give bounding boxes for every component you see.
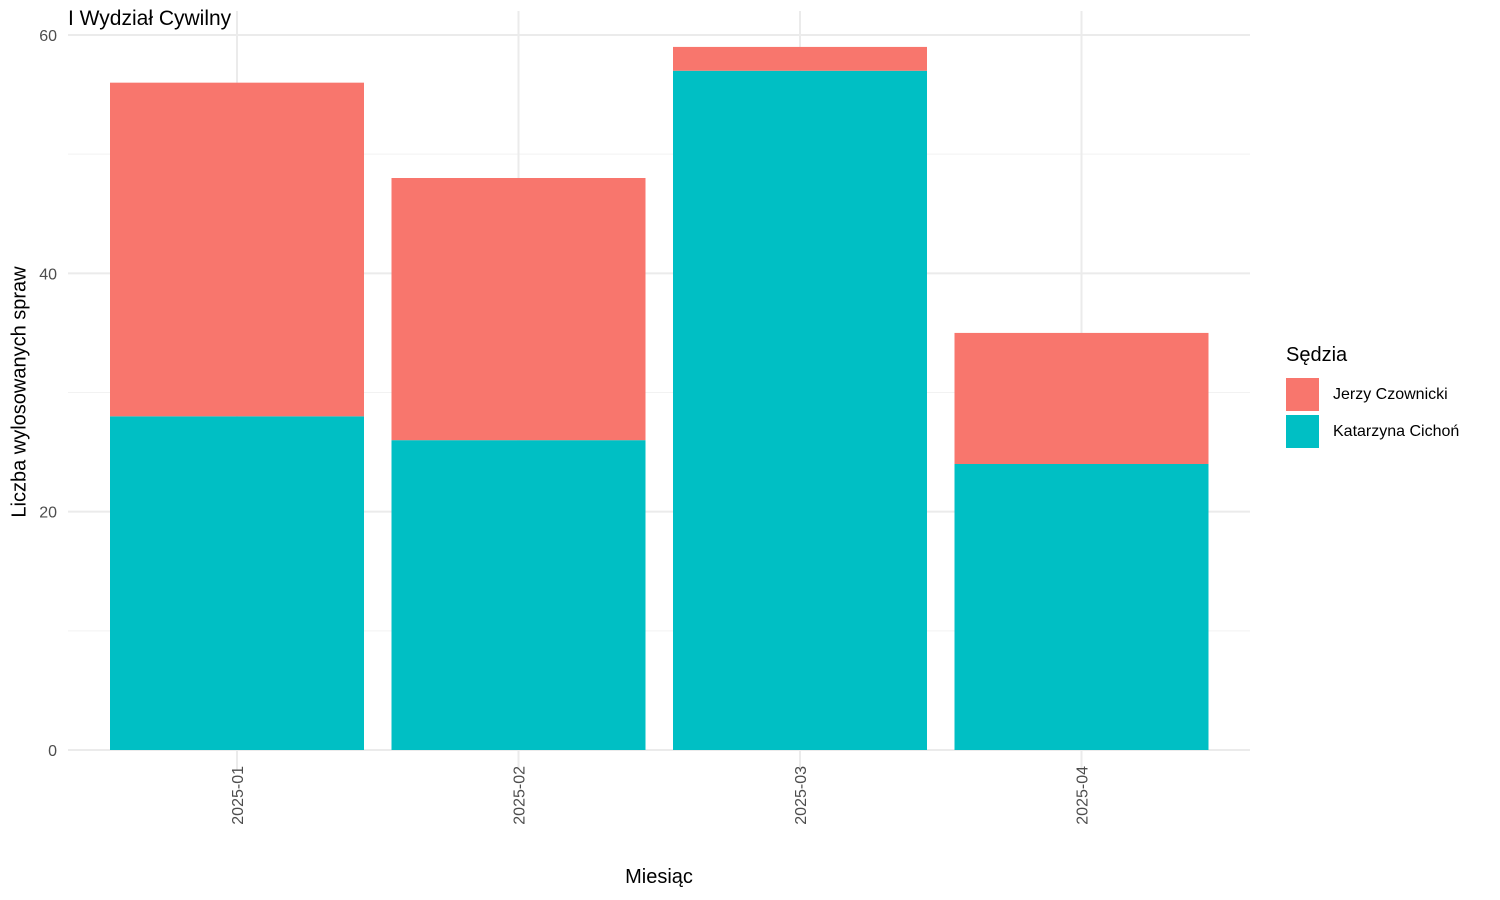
y-tick-label: 20 [39, 505, 57, 522]
x-tick-label: 2025-04 [1075, 766, 1092, 825]
x-tick-label: 2025-02 [512, 766, 529, 825]
x-tick-label: 2025-03 [793, 766, 810, 825]
legend: Sędzia Jerzy Czownicki Katarzyna Cichoń [1286, 344, 1459, 449]
chart-title: I Wydział Cywilny [68, 7, 232, 30]
x-axis-ticks: 2025-01 2025-02 2025-03 2025-04 [230, 766, 1092, 825]
bar-jerzy-czownicki-2025-02 [391, 178, 646, 441]
bar-katarzyna-cicho--2025-02 [391, 440, 646, 750]
y-axis-ticks: 0 20 40 60 [39, 28, 57, 760]
legend-item-jerzy-czownicki: Jerzy Czownicki [1286, 377, 1459, 412]
y-tick-label: 40 [39, 266, 57, 283]
legend-title: Sędzia [1286, 344, 1348, 366]
bar-jerzy-czownicki-2025-03 [673, 46, 927, 71]
bar-jerzy-czownicki-2025-01 [110, 82, 364, 417]
y-axis-label: Liczba wylosowanych spraw [8, 266, 31, 518]
bars [110, 46, 1209, 750]
legend-item-katarzyna-cichon: Katarzyna Cichoń [1286, 414, 1459, 449]
legend-key [1286, 378, 1319, 411]
y-tick-label: 60 [39, 28, 57, 45]
bar-katarzyna-cicho--2025-04 [954, 464, 1209, 750]
y-tick-label: 0 [48, 743, 57, 760]
bar-katarzyna-cicho--2025-01 [110, 416, 364, 750]
bar-jerzy-czownicki-2025-04 [954, 332, 1209, 464]
x-tick-label: 2025-01 [230, 766, 247, 825]
bar-katarzyna-cicho--2025-03 [673, 70, 927, 750]
legend-key [1286, 415, 1319, 448]
legend-label: Katarzyna Cichoń [1333, 422, 1460, 440]
x-axis-label: Miesiąc [625, 866, 693, 888]
legend-label: Jerzy Czownicki [1333, 385, 1448, 403]
